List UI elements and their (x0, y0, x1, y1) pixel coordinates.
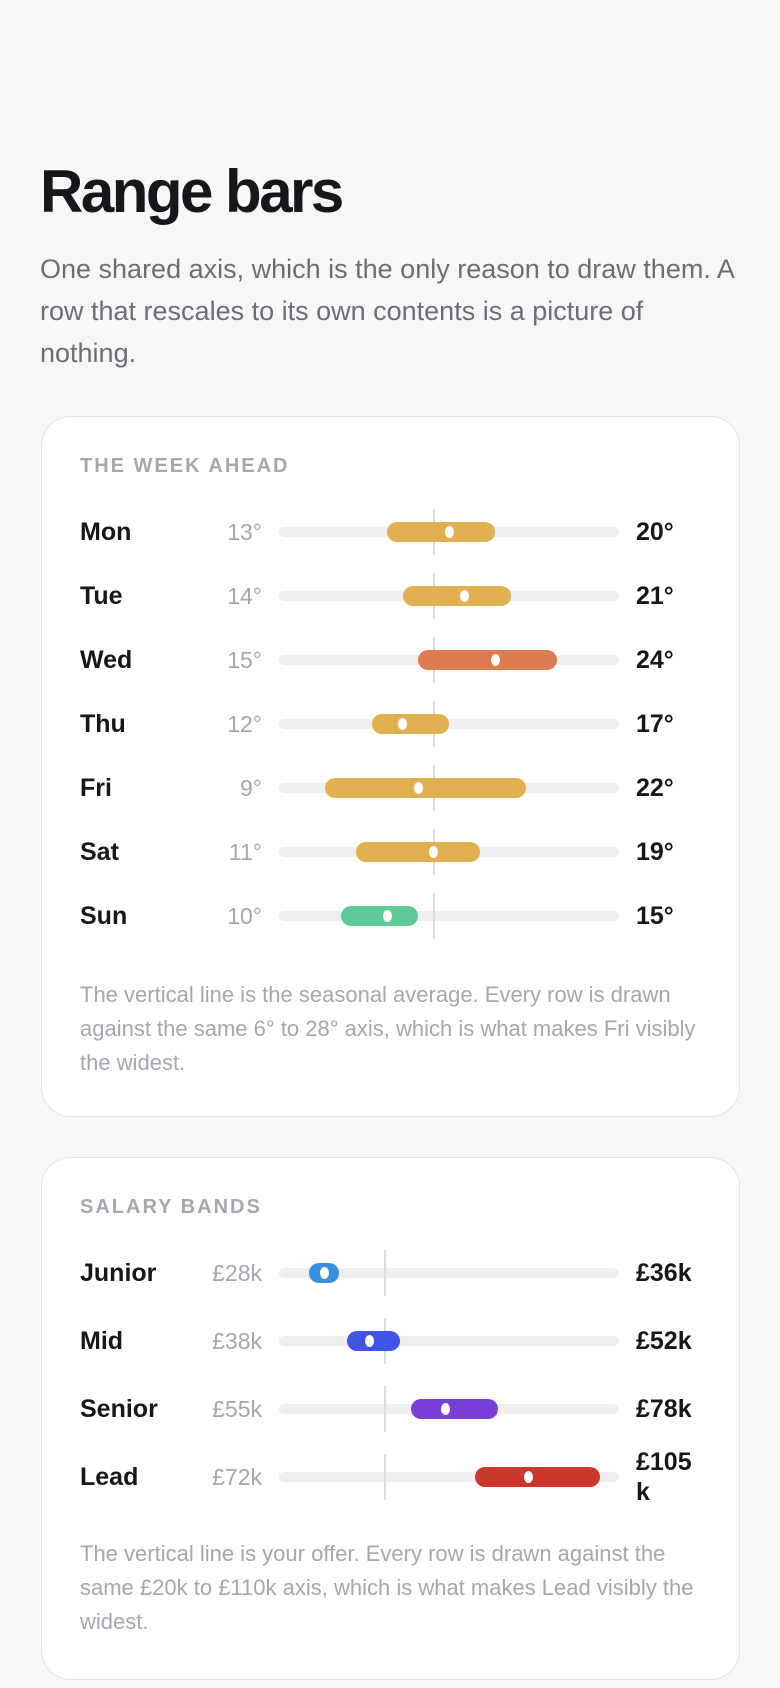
dot (319, 1267, 329, 1279)
row-label: Junior (80, 1258, 157, 1287)
track (279, 1318, 619, 1364)
row-label: Mid (80, 1326, 124, 1355)
high-label: £105k (636, 1448, 692, 1506)
dot (413, 782, 423, 794)
high-label: 17° (636, 710, 674, 738)
track (279, 637, 619, 683)
track (279, 893, 619, 939)
range-row: Sun 10° 15° (80, 884, 701, 948)
marker-line (383, 1454, 386, 1500)
row-label: Thu (80, 709, 126, 738)
range-bar (402, 586, 511, 606)
low-label: 13° (227, 518, 262, 545)
card-heading: SALARY BANDS (80, 1196, 262, 1218)
row-label: Mon (80, 517, 132, 546)
track (279, 1250, 619, 1296)
high-label: 24° (636, 646, 674, 674)
range-bar (418, 650, 558, 670)
range-row: Mid £38k £52k (80, 1307, 701, 1375)
range-bar (475, 1467, 601, 1487)
high-label: £78k (636, 1395, 692, 1423)
range-bar (411, 1399, 499, 1419)
card: THE WEEK AHEAD Mon 13° 20° Tue 14° 21° Wed 15° 24… (41, 416, 740, 1117)
low-label: 11° (228, 838, 262, 865)
row-label: Senior (80, 1394, 158, 1423)
high-label: 20° (636, 518, 674, 546)
range-row: Mon 13° 20° (80, 500, 701, 564)
range-bar (387, 522, 496, 542)
row-label: Sat (80, 837, 119, 866)
dot (459, 590, 469, 602)
high-label: £36k (636, 1259, 692, 1287)
track (279, 573, 619, 619)
low-label: 10° (227, 902, 262, 929)
range-bar (325, 778, 527, 798)
high-label: 19° (636, 838, 674, 866)
dot (440, 1403, 450, 1415)
low-label: £28k (212, 1259, 262, 1286)
marker-line (383, 1250, 386, 1296)
dot (444, 526, 454, 538)
track (279, 1454, 619, 1500)
dot (382, 910, 392, 922)
track (279, 701, 619, 747)
track (279, 765, 619, 811)
range-row: Lead £72k £105k (80, 1443, 701, 1511)
marker-line (383, 1386, 386, 1432)
title: Range bars (40, 158, 344, 225)
high-label: 15° (636, 902, 674, 930)
row-label: Sun (80, 901, 128, 930)
marker-line (432, 893, 435, 939)
low-label: 14° (227, 582, 262, 609)
high-label: £52k (636, 1327, 692, 1355)
track (279, 829, 619, 875)
range-bar (371, 714, 449, 734)
row-label: Wed (80, 645, 133, 674)
range-row: Wed 15° 24° (80, 628, 701, 692)
card-heading: THE WEEK AHEAD (80, 455, 290, 477)
row-label: Fri (80, 773, 112, 802)
range-bar (340, 906, 419, 926)
low-label: 15° (227, 646, 262, 673)
range-row: Thu 12° 17° (80, 692, 701, 756)
dot (523, 1471, 533, 1483)
range-row: Senior £55k £78k (80, 1375, 701, 1443)
high-label: 21° (636, 582, 674, 610)
low-label: £55k (212, 1395, 262, 1422)
range-row: Tue 14° 21° (80, 564, 701, 628)
dot (365, 1335, 375, 1347)
card: SALARY BANDS Junior £28k £36k Mid £38k £52k Sen… (41, 1157, 740, 1680)
high-label: 22° (636, 774, 674, 802)
range-row: Fri 9° 22° (80, 756, 701, 820)
track (279, 1386, 619, 1432)
rows: Junior £28k £36k Mid £38k £52k Senior £55k £78k L… (80, 1239, 701, 1511)
low-label: £72k (212, 1463, 262, 1490)
dot (398, 718, 408, 730)
page-content: Range bars One shared axis, which is the… (0, 0, 780, 374)
range-row: Junior £28k £36k (80, 1239, 701, 1307)
low-label: £38k (212, 1327, 262, 1354)
range-row: Sat 11° 19° (80, 820, 701, 884)
range-bar (356, 842, 480, 862)
low-label: 12° (227, 710, 262, 737)
rows: Mon 13° 20° Tue 14° 21° Wed 15° 24° Thu 12° 17° Fri 9… (80, 500, 701, 948)
caption: The vertical line is the seasonal averag… (80, 982, 696, 1075)
row-label: Tue (80, 581, 123, 610)
low-label: 9° (240, 774, 262, 801)
dot (429, 846, 439, 858)
row-label: Lead (80, 1462, 139, 1491)
caption: The vertical line is your offer. Every r… (80, 1541, 694, 1634)
track (279, 509, 619, 555)
dot (490, 654, 500, 666)
subtitle: One shared axis, which is the only reaso… (40, 254, 734, 368)
